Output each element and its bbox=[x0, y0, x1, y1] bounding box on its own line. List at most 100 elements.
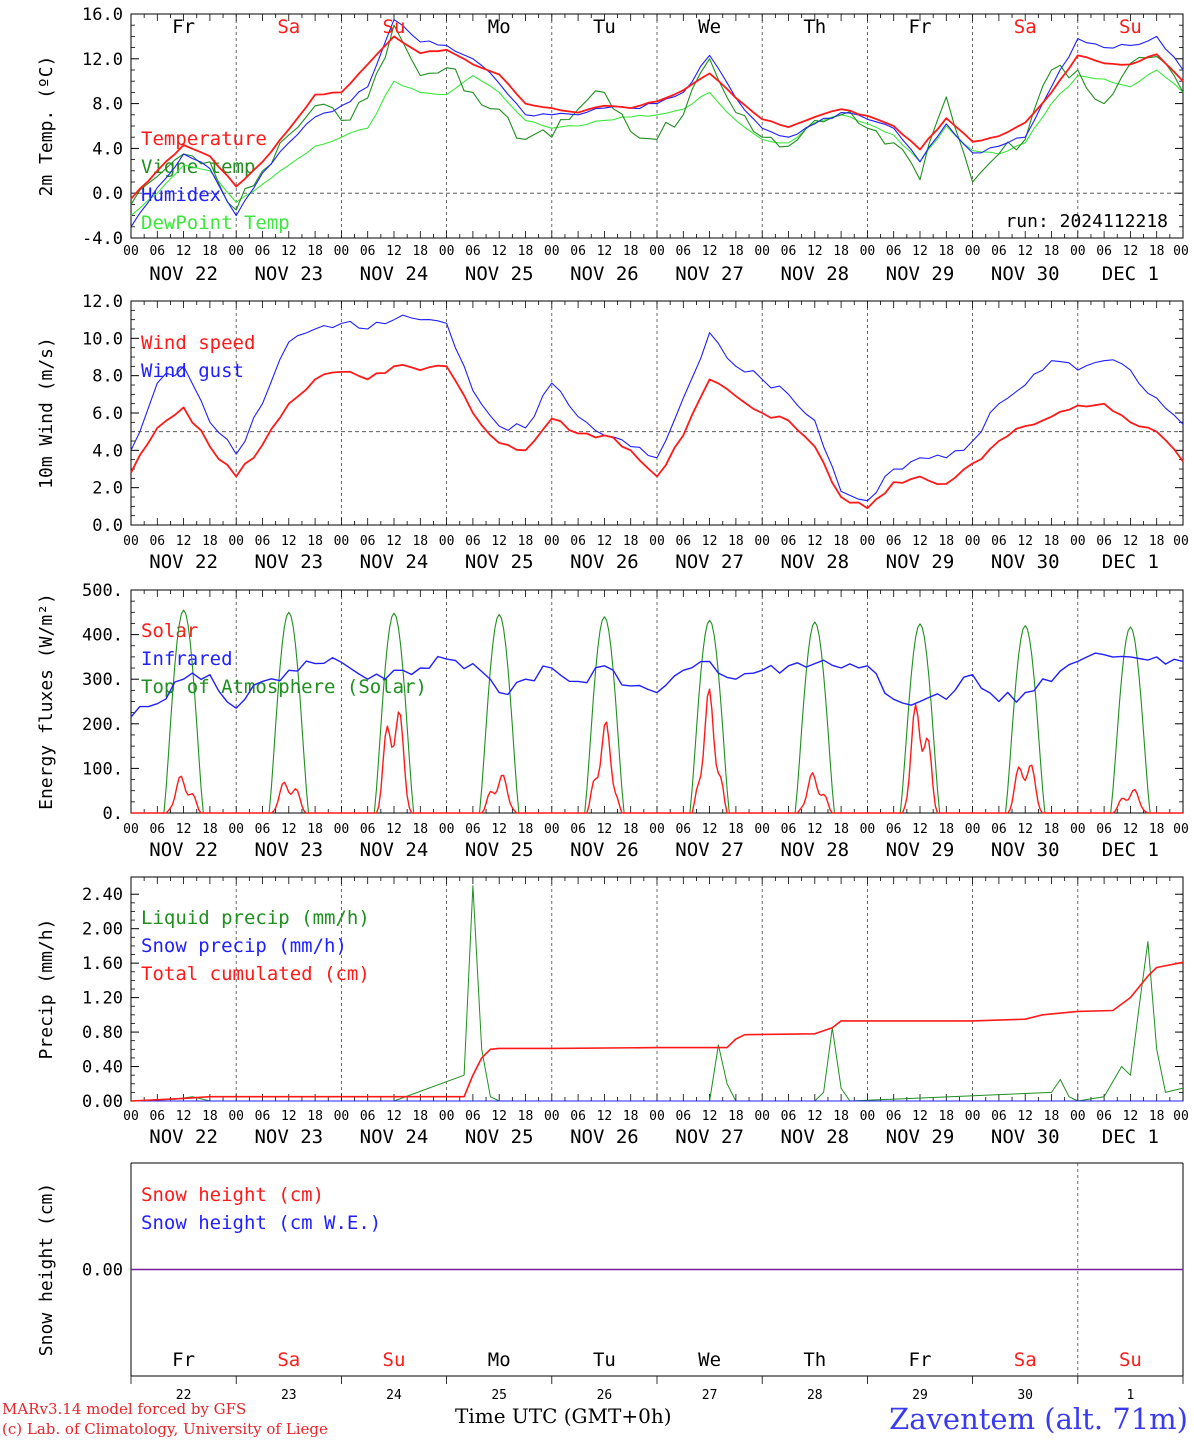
hour-label: 18 bbox=[202, 244, 218, 259]
weekday-label: We bbox=[698, 16, 721, 38]
hour-label: 06 bbox=[465, 822, 481, 837]
hour-label: 06 bbox=[570, 1109, 586, 1124]
hour-label: 06 bbox=[886, 1109, 902, 1124]
hour-label: 06 bbox=[781, 1109, 797, 1124]
hour-label: 06 bbox=[255, 534, 271, 549]
hour-label: 06 bbox=[991, 1109, 1007, 1124]
hour-label: 00 bbox=[649, 822, 665, 837]
hour-label: 00 bbox=[228, 1109, 244, 1124]
panel-3: 500. 400. 300. 200. 100. 0. Energy fluxes (W/m… bbox=[36, 581, 1189, 861]
hour-label: 12 bbox=[807, 244, 823, 259]
y-tick-label: 0.00 bbox=[82, 1092, 123, 1112]
hour-label: 06 bbox=[886, 244, 902, 259]
hour-label: 12 bbox=[597, 244, 613, 259]
hour-label: 00 bbox=[860, 534, 876, 549]
y-tick-label: 6.0 bbox=[92, 404, 123, 424]
legend-entry: Liquid precip (mm/h) bbox=[141, 907, 370, 929]
hour-label: 12 bbox=[912, 534, 928, 549]
y-axis-label: Snow height (cm) bbox=[36, 1183, 57, 1356]
hour-label: 18 bbox=[833, 1109, 849, 1124]
date-label: NOV 30 bbox=[991, 551, 1060, 573]
y-tick-label: 8.0 bbox=[92, 95, 123, 115]
hour-label: 00 bbox=[544, 1109, 560, 1124]
hour-label: 00 bbox=[439, 822, 455, 837]
hour-label: 18 bbox=[728, 822, 744, 837]
hour-label: 12 bbox=[807, 822, 823, 837]
date-label: NOV 27 bbox=[675, 1126, 744, 1148]
hour-label: 00 bbox=[1173, 1109, 1189, 1124]
hour-label: 00 bbox=[649, 244, 665, 259]
hour-label: 00 bbox=[1173, 244, 1189, 259]
weekday-label: Fr bbox=[909, 1349, 932, 1371]
station-label: Zaventem (alt. 71m) bbox=[889, 1402, 1188, 1436]
hour-label: 12 bbox=[176, 534, 192, 549]
hour-label: 00 bbox=[649, 1109, 665, 1124]
hour-label: 18 bbox=[938, 1109, 954, 1124]
hour-label: 06 bbox=[255, 1109, 271, 1124]
date-label: NOV 24 bbox=[360, 263, 429, 285]
hour-label: 00 bbox=[439, 244, 455, 259]
hour-label: 18 bbox=[518, 244, 534, 259]
hour-label: 12 bbox=[281, 534, 297, 549]
hour-label: 06 bbox=[570, 822, 586, 837]
hour-label: 12 bbox=[702, 1109, 718, 1124]
hour-label: 00 bbox=[965, 1109, 981, 1124]
hour-label: 06 bbox=[781, 534, 797, 549]
hour-label: 18 bbox=[412, 244, 428, 259]
hour-label: 00 bbox=[860, 1109, 876, 1124]
date-label: NOV 28 bbox=[780, 263, 849, 285]
date-label: NOV 30 bbox=[991, 1126, 1060, 1148]
weekday-label: Su bbox=[383, 1349, 406, 1371]
hour-label: 06 bbox=[675, 534, 691, 549]
date-label: NOV 24 bbox=[360, 839, 429, 861]
plot-frame bbox=[130, 13, 1184, 239]
y-axis-label: Precip (mm/h) bbox=[36, 919, 57, 1060]
hour-label: 00 bbox=[439, 534, 455, 549]
hour-label: 12 bbox=[1123, 1109, 1139, 1124]
hour-label: 12 bbox=[1123, 534, 1139, 549]
hour-label: 12 bbox=[597, 1109, 613, 1124]
date-label: NOV 30 bbox=[991, 263, 1060, 285]
date-label: NOV 25 bbox=[465, 839, 534, 861]
day-number-label: 1 bbox=[1126, 1388, 1134, 1403]
date-label: NOV 27 bbox=[675, 263, 744, 285]
hour-label: 00 bbox=[228, 244, 244, 259]
hour-label: 06 bbox=[255, 822, 271, 837]
day-number-label: 22 bbox=[176, 1388, 192, 1403]
hour-label: 18 bbox=[412, 1109, 428, 1124]
legend-entry: Total cumulated (cm) bbox=[141, 963, 370, 985]
hour-label: 18 bbox=[307, 244, 323, 259]
y-tick-label: 0.0 bbox=[92, 184, 123, 204]
weekday-label: Mo bbox=[488, 1349, 511, 1371]
hour-label: 12 bbox=[386, 244, 402, 259]
hour-label: 00 bbox=[860, 244, 876, 259]
day-number-label: 28 bbox=[807, 1388, 823, 1403]
weekday-label: We bbox=[698, 1349, 721, 1371]
hour-label: 00 bbox=[123, 822, 139, 837]
hour-label: 12 bbox=[386, 1109, 402, 1124]
date-label: NOV 28 bbox=[780, 1126, 849, 1148]
date-label: NOV 24 bbox=[360, 551, 429, 573]
hour-label: 06 bbox=[360, 1109, 376, 1124]
hour-label: 18 bbox=[938, 822, 954, 837]
hour-label: 18 bbox=[1044, 534, 1060, 549]
hour-label: 00 bbox=[544, 244, 560, 259]
weekday-label: Su bbox=[1119, 1349, 1142, 1371]
y-tick-label: 100. bbox=[82, 759, 123, 779]
hour-label: 18 bbox=[518, 534, 534, 549]
y-tick-label: 300. bbox=[82, 670, 123, 690]
hour-label: 00 bbox=[334, 534, 350, 549]
y-tick-label: 0.40 bbox=[82, 1058, 123, 1078]
hour-label: 12 bbox=[491, 1109, 507, 1124]
hour-label: 00 bbox=[439, 1109, 455, 1124]
hour-label: 18 bbox=[412, 822, 428, 837]
hour-label: 00 bbox=[544, 534, 560, 549]
date-label: NOV 22 bbox=[149, 1126, 218, 1148]
hour-label: 18 bbox=[1149, 534, 1165, 549]
date-label: NOV 27 bbox=[675, 551, 744, 573]
hour-label: 06 bbox=[570, 534, 586, 549]
hour-label: 06 bbox=[465, 244, 481, 259]
hour-label: 06 bbox=[360, 244, 376, 259]
y-tick-label: 16.0 bbox=[82, 5, 123, 25]
